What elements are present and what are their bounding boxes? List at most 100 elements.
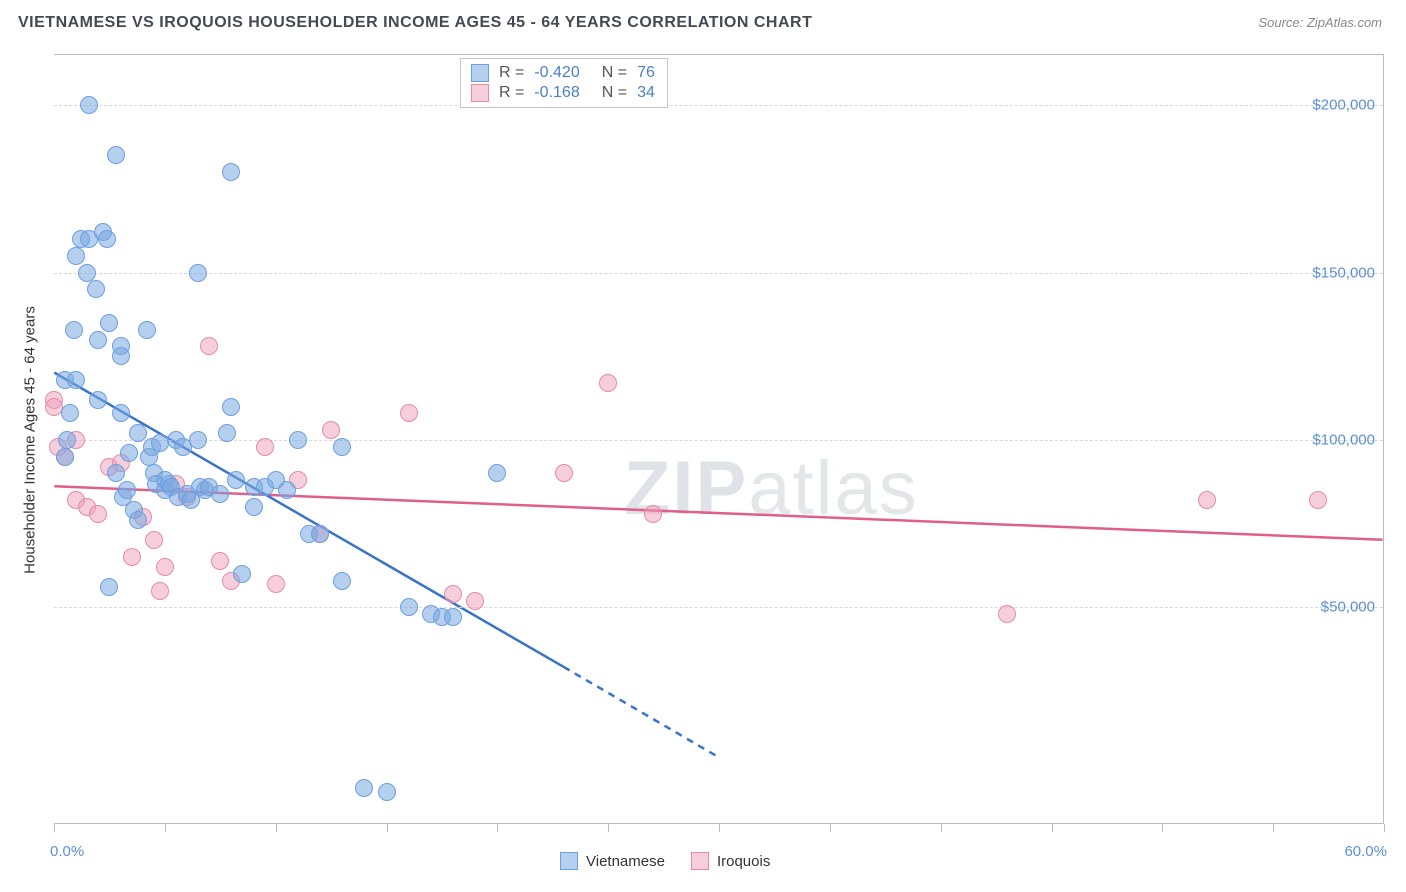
point-vietnamese (112, 404, 130, 422)
x-tick (941, 824, 942, 832)
point-iroquois (444, 585, 462, 603)
point-iroquois (555, 464, 573, 482)
point-vietnamese (107, 146, 125, 164)
point-iroquois (267, 575, 285, 593)
x-tick (1052, 824, 1053, 832)
legend-swatch-icon (560, 852, 578, 870)
point-vietnamese (100, 314, 118, 332)
gridline (54, 607, 1383, 608)
x-tick (608, 824, 609, 832)
point-vietnamese (87, 280, 105, 298)
y-axis-label: Householder Income Ages 45 - 64 years (22, 306, 39, 574)
y-tick-label: $50,000 (1321, 599, 1375, 616)
point-iroquois (599, 374, 617, 392)
point-iroquois (211, 552, 229, 570)
x-tick (1273, 824, 1274, 832)
point-vietnamese (129, 511, 147, 529)
point-vietnamese (89, 331, 107, 349)
point-vietnamese (311, 525, 329, 543)
x-tick (387, 824, 388, 832)
x-min-label: 0.0% (50, 843, 84, 860)
x-tick (1162, 824, 1163, 832)
point-vietnamese (233, 565, 251, 583)
x-max-label: 60.0% (1344, 843, 1387, 860)
point-iroquois (156, 558, 174, 576)
point-iroquois (145, 531, 163, 549)
gridline (54, 273, 1383, 274)
point-vietnamese (112, 347, 130, 365)
point-vietnamese (189, 264, 207, 282)
gridline (54, 105, 1383, 106)
point-vietnamese (67, 247, 85, 265)
x-tick (276, 824, 277, 832)
point-vietnamese (107, 464, 125, 482)
x-tick (719, 824, 720, 832)
n-label: N = (602, 64, 627, 82)
legend-label: Iroquois (717, 853, 770, 870)
point-vietnamese (333, 438, 351, 456)
point-vietnamese (78, 264, 96, 282)
n-value: 34 (637, 84, 655, 102)
point-iroquois (151, 582, 169, 600)
stats-legend: R =-0.420N =76R =-0.168N =34 (460, 58, 668, 108)
r-value: -0.168 (534, 84, 579, 102)
point-vietnamese (89, 391, 107, 409)
point-vietnamese (61, 404, 79, 422)
y-tick-label: $150,000 (1312, 264, 1375, 281)
point-vietnamese (222, 163, 240, 181)
r-label: R = (499, 64, 524, 82)
point-vietnamese (67, 371, 85, 389)
point-vietnamese (444, 608, 462, 626)
point-iroquois (1198, 491, 1216, 509)
point-vietnamese (65, 321, 83, 339)
legend-item: Vietnamese (560, 852, 665, 870)
source-label: Source: ZipAtlas.com (1258, 15, 1382, 30)
point-vietnamese (120, 444, 138, 462)
n-label: N = (602, 84, 627, 102)
chart-title: VIETNAMESE VS IROQUOIS HOUSEHOLDER INCOM… (18, 14, 812, 32)
point-iroquois (998, 605, 1016, 623)
r-label: R = (499, 84, 524, 102)
point-vietnamese (400, 598, 418, 616)
point-iroquois (400, 404, 418, 422)
point-vietnamese (80, 96, 98, 114)
point-iroquois (466, 592, 484, 610)
gridline (54, 440, 1383, 441)
x-tick (830, 824, 831, 832)
stats-legend-row: R =-0.420N =76 (471, 63, 657, 83)
point-iroquois (256, 438, 274, 456)
x-tick (497, 824, 498, 832)
point-vietnamese (211, 485, 229, 503)
legend-item: Iroquois (691, 852, 770, 870)
legend-swatch-icon (471, 84, 489, 102)
point-vietnamese (378, 783, 396, 801)
point-iroquois (644, 505, 662, 523)
watermark-light: atlas (748, 446, 919, 531)
watermark-bold: ZIP (624, 446, 748, 531)
point-vietnamese (218, 424, 236, 442)
point-vietnamese (189, 431, 207, 449)
point-iroquois (89, 505, 107, 523)
r-value: -0.420 (534, 64, 579, 82)
point-vietnamese (355, 779, 373, 797)
x-tick (1384, 824, 1385, 832)
y-tick-label: $100,000 (1312, 432, 1375, 449)
point-vietnamese (278, 481, 296, 499)
watermark: ZIPatlas (624, 445, 919, 532)
point-vietnamese (222, 398, 240, 416)
point-vietnamese (100, 578, 118, 596)
legend-swatch-icon (691, 852, 709, 870)
y-tick-label: $200,000 (1312, 97, 1375, 114)
point-vietnamese (488, 464, 506, 482)
legend-swatch-icon (471, 64, 489, 82)
stats-legend-row: R = -0.168 N = 34 (471, 83, 657, 103)
point-vietnamese (289, 431, 307, 449)
point-vietnamese (245, 498, 263, 516)
point-iroquois (322, 421, 340, 439)
point-vietnamese (98, 230, 116, 248)
point-vietnamese (56, 448, 74, 466)
point-iroquois (200, 337, 218, 355)
point-iroquois (123, 548, 141, 566)
series-legend: Vietnamese Iroquois (560, 852, 770, 870)
x-tick (165, 824, 166, 832)
